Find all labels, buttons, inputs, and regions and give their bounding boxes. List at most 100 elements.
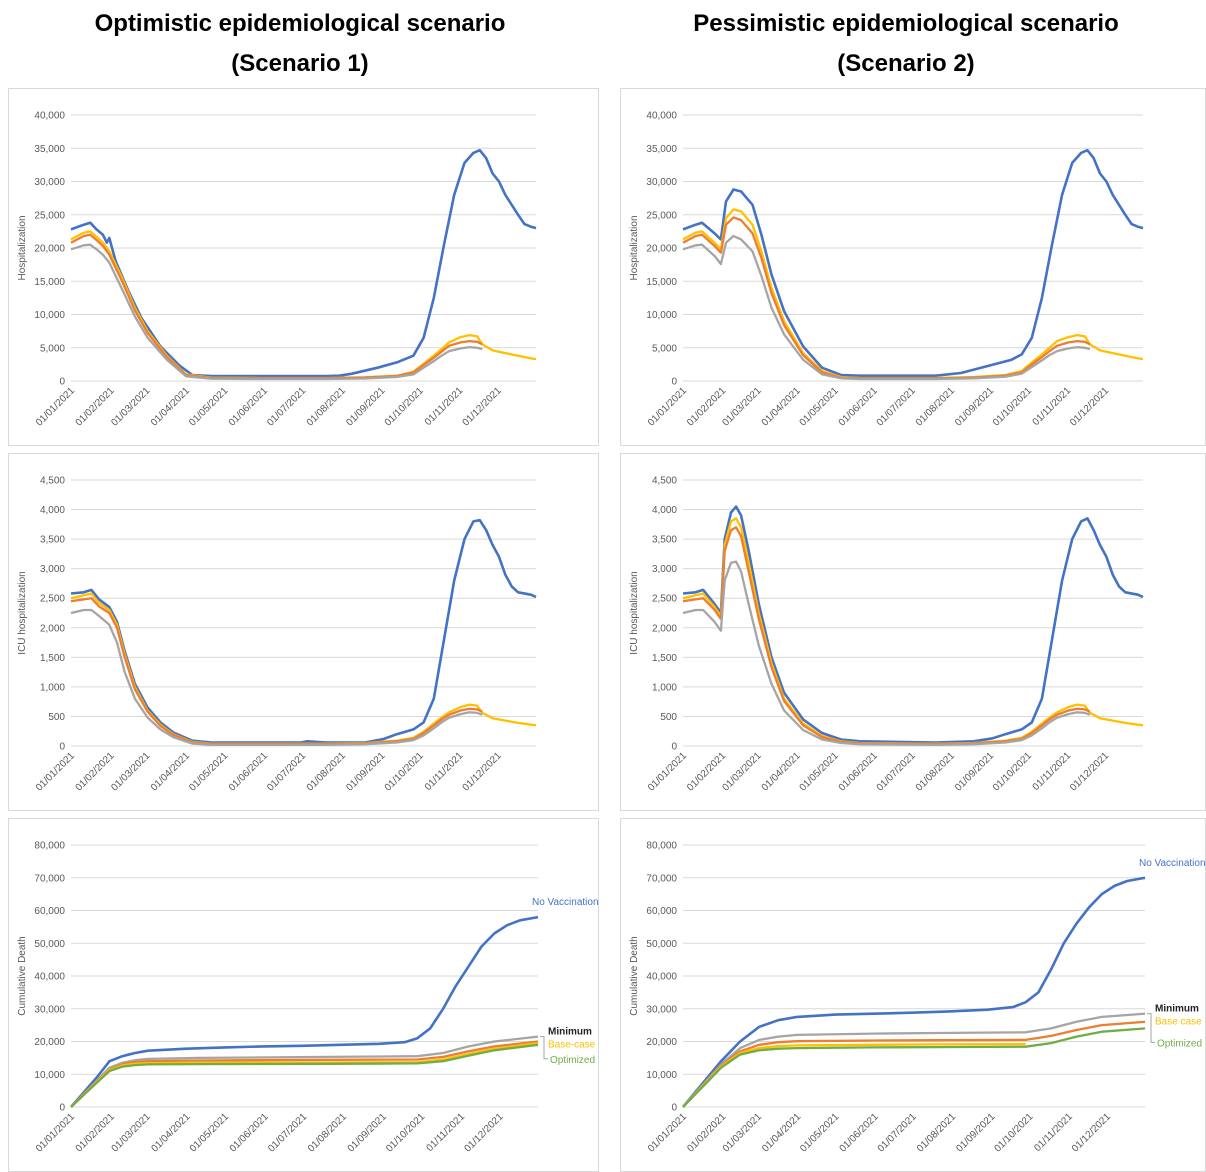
x-tick-label: 01/03/2021 — [721, 385, 764, 428]
y-tick-label: 80,000 — [34, 841, 65, 852]
x-tick-label: 01/06/2021 — [837, 385, 880, 428]
x-tick-label: 01/04/2021 — [760, 1111, 803, 1154]
y-tick-label: 15,000 — [646, 277, 677, 288]
chart-svg: 0 10,000 20,000 30,000 40,000 50,000 60,000 70,… — [629, 841, 1205, 1155]
y-tick-label: 35,000 — [646, 144, 677, 155]
x-tick-label: 01/09/2021 — [344, 750, 387, 793]
y-tick-label: 30,000 — [646, 177, 677, 188]
y-tick-label: 2,000 — [40, 623, 65, 634]
x-tick-label: 01/11/2021 — [1032, 1111, 1075, 1154]
x-tick-label: 01/01/2021 — [34, 750, 77, 793]
chart-svg: 0 5,000 10,000 15,000 20,000 25,000 30,000 35,0… — [17, 111, 537, 429]
x-tick-label: 01/03/2021 — [721, 1111, 764, 1154]
x-tick-label: 01/01/2021 — [646, 1111, 689, 1154]
x-tick-label: 01/09/2021 — [344, 385, 387, 428]
label-no-vaccination: No Vaccination — [1139, 858, 1205, 869]
y-tick-label: 3,000 — [40, 564, 65, 575]
x-tick-label: 01/05/2021 — [798, 385, 841, 428]
y-tick-label: 0 — [671, 1103, 677, 1114]
x-tick-label: 01/06/2021 — [227, 385, 270, 428]
x-tick-label: 01/10/2021 — [991, 385, 1034, 428]
x-tick-label: 01/03/2021 — [109, 750, 152, 793]
y-axis-label: ICU hospitalization — [629, 571, 640, 654]
x-tick-label: 01/12/2021 — [1068, 750, 1111, 793]
y-tick-label: 15,000 — [34, 277, 65, 288]
y-tick-label: 0 — [59, 377, 65, 388]
y-tick-label: 25,000 — [646, 210, 677, 221]
label-leader — [1147, 1013, 1155, 1043]
chart-svg: 0 500 1,000 1,500 2,000 2,500 3,000 3,500 4,000 4… — [17, 476, 537, 794]
x-tick-label: 01/09/2021 — [953, 750, 996, 793]
x-tick-label: 01/07/2021 — [876, 1111, 919, 1154]
y-tick-label: 2,000 — [652, 623, 677, 634]
x-tick-label: 01/08/2021 — [305, 385, 348, 428]
y-tick-label: 60,000 — [646, 906, 677, 917]
y-axis-label: Hospitalization — [629, 215, 640, 280]
x-tick-label: 01/08/2021 — [914, 750, 957, 793]
x-tick-label: 01/03/2021 — [109, 385, 152, 428]
y-tick-label: 30,000 — [34, 177, 65, 188]
y-tick-label: 5,000 — [652, 343, 677, 354]
y-tick-label: 0 — [671, 742, 677, 753]
y-tick-label: 4,000 — [40, 505, 65, 516]
x-tick-label: 01/01/2021 — [646, 750, 689, 793]
chart-cumulative-death-scenario-2: 0 10,000 20,000 30,000 40,000 50,000 60,000 70,… — [620, 818, 1206, 1172]
chart-cumulative-death-scenario-1: 0 10,000 20,000 30,000 40,000 50,000 60,000 70,… — [8, 818, 599, 1172]
series-line-no-vaccination — [70, 148, 537, 378]
x-tick-label: 01/11/2021 — [1031, 750, 1074, 793]
series-line-optimized — [70, 1043, 539, 1108]
label-base-case: Base case — [1155, 1017, 1202, 1028]
series-line-base-case — [70, 597, 483, 746]
x-tick-label: 01/04/2021 — [149, 750, 192, 793]
y-tick-label: 70,000 — [34, 873, 65, 884]
x-tick-label: 01/08/2021 — [305, 750, 348, 793]
y-tick-label: 5,000 — [40, 343, 65, 354]
x-tick-label: 01/12/2021 — [461, 750, 504, 793]
y-tick-label: 4,500 — [652, 476, 677, 487]
x-tick-label: 01/07/2021 — [875, 385, 918, 428]
y-tick-label: 10,000 — [646, 310, 677, 321]
x-tick-label: 01/06/2021 — [837, 750, 880, 793]
x-tick-label: 01/01/2021 — [34, 385, 77, 428]
y-tick-label: 0 — [59, 1103, 65, 1114]
series-line-minimum — [70, 1035, 539, 1108]
y-axis-label: Hospitalization — [17, 215, 28, 280]
series-line-minimum — [682, 560, 1091, 746]
chart-hospitalization-scenario-1: 0 5,000 10,000 15,000 20,000 25,000 30,000 35,0… — [8, 88, 599, 446]
x-tick-label: 01/07/2021 — [875, 750, 918, 793]
series-line-minimum — [682, 234, 1091, 381]
x-tick-label: 01/12/2021 — [461, 385, 504, 428]
x-tick-label: 01/05/2021 — [798, 750, 841, 793]
x-tick-label: 01/10/2021 — [383, 750, 426, 793]
y-tick-label: 40,000 — [34, 111, 65, 122]
x-tick-label: 01/04/2021 — [760, 385, 803, 428]
x-tick-label: 01/08/2021 — [914, 385, 957, 428]
x-tick-label: 01/11/2021 — [423, 750, 466, 793]
y-tick-label: 40,000 — [646, 972, 677, 983]
y-tick-label: 500 — [660, 712, 677, 723]
y-tick-label: 10,000 — [34, 310, 65, 321]
x-tick-label: 01/06/2021 — [838, 1111, 881, 1154]
series-line-minimum — [70, 608, 483, 746]
y-tick-label: 60,000 — [34, 906, 65, 917]
series-line-minimum — [682, 1012, 1146, 1108]
y-tick-label: 40,000 — [646, 111, 677, 122]
x-tick-label: 01/11/2021 — [1031, 385, 1074, 428]
y-axis-label: Cumulative Death — [17, 936, 28, 1015]
y-axis-label: Cumulative Death — [629, 936, 640, 1015]
x-tick-label: 01/12/2021 — [462, 1111, 505, 1154]
label-no-vaccination: No Vaccination — [532, 897, 598, 908]
label-base-case: Base-case — [548, 1040, 596, 1051]
x-tick-label: 01/01/2021 — [34, 1111, 77, 1154]
x-tick-label: 01/05/2021 — [187, 750, 230, 793]
x-tick-label: 01/07/2021 — [265, 750, 308, 793]
x-tick-label: 01/04/2021 — [149, 1111, 192, 1154]
y-tick-label: 1,000 — [652, 682, 677, 693]
x-tick-label: 01/08/2021 — [915, 1111, 958, 1154]
y-tick-label: 35,000 — [34, 144, 65, 155]
x-tick-label: 01/03/2021 — [110, 1111, 153, 1154]
chart-svg: 0 500 1,000 1,500 2,000 2,500 3,000 3,500 4,000 4… — [629, 476, 1144, 794]
y-tick-label: 2,500 — [40, 594, 65, 605]
y-tick-label: 40,000 — [34, 972, 65, 983]
x-tick-label: 01/07/2021 — [265, 385, 308, 428]
